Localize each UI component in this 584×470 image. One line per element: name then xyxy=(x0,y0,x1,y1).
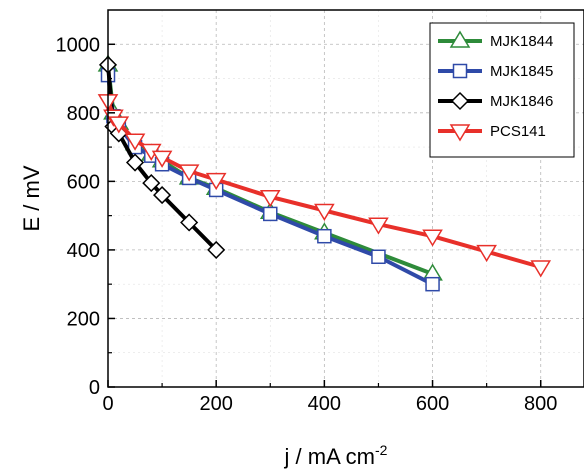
data-point xyxy=(125,153,145,172)
legend-item: PCS141 xyxy=(438,123,546,142)
x-axis-label-sup: -2 xyxy=(375,442,388,458)
series-PCS141 xyxy=(97,94,552,278)
y-axis-label: E / mV xyxy=(19,165,44,231)
legend-label: MJK1845 xyxy=(490,63,553,80)
data-point xyxy=(422,229,443,247)
y-tick-label: 400 xyxy=(67,240,100,262)
data-point xyxy=(124,133,146,151)
legend-item: MJK1845 xyxy=(438,63,553,80)
legend-label: PCS141 xyxy=(490,123,546,140)
data-point xyxy=(476,244,497,263)
data-point xyxy=(530,260,552,278)
y-tick-label: 600 xyxy=(67,171,100,193)
data-point xyxy=(368,217,389,235)
x-tick-label: 400 xyxy=(308,393,341,415)
data-point xyxy=(151,150,173,168)
plot-frame xyxy=(107,9,584,388)
data-point xyxy=(317,228,332,244)
legend-item: MJK1844 xyxy=(438,30,553,50)
x-tick-label: 0 xyxy=(102,393,113,415)
x-tick-label: 600 xyxy=(416,393,449,415)
legend: MJK1844 MJK1845 MJK1846 PCS141 xyxy=(429,22,575,158)
x-tick-label: 800 xyxy=(524,393,557,415)
data-point xyxy=(371,249,386,265)
data-point xyxy=(142,174,161,193)
data-point xyxy=(108,116,130,134)
data-point xyxy=(207,240,226,259)
x-tick-label: 200 xyxy=(199,393,232,415)
data-point xyxy=(425,276,440,292)
x-axis-label-main: j / mA cm xyxy=(284,444,375,469)
y-tick-label: 0 xyxy=(89,377,100,399)
data-point xyxy=(263,206,278,222)
legend-label: MJK1844 xyxy=(490,33,553,50)
legend-item: MJK1846 xyxy=(438,91,553,111)
y-tick-label: 800 xyxy=(67,103,100,125)
data-point xyxy=(180,213,199,232)
legend-marker xyxy=(452,63,468,79)
y-tick-label: 1000 xyxy=(56,34,101,56)
data-point xyxy=(259,190,281,208)
x-axis-label: j / mA cm-2 xyxy=(284,442,388,469)
data-point xyxy=(314,203,335,221)
legend-marker xyxy=(449,124,471,142)
legend-marker xyxy=(450,91,470,111)
legend-label: MJK1846 xyxy=(490,93,553,110)
legend-marker xyxy=(449,30,471,48)
tick-layer: 0 200 400 600 800 0 200 400 600 800 1000 xyxy=(56,34,558,415)
y-tick-label: 200 xyxy=(67,308,100,330)
data-point xyxy=(205,172,227,191)
series-layer xyxy=(97,54,552,292)
data-point xyxy=(153,186,172,205)
data-point xyxy=(178,164,200,182)
